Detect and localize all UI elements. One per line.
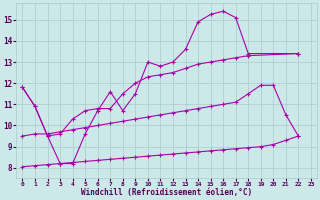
X-axis label: Windchill (Refroidissement éolien,°C): Windchill (Refroidissement éolien,°C) bbox=[81, 188, 252, 197]
